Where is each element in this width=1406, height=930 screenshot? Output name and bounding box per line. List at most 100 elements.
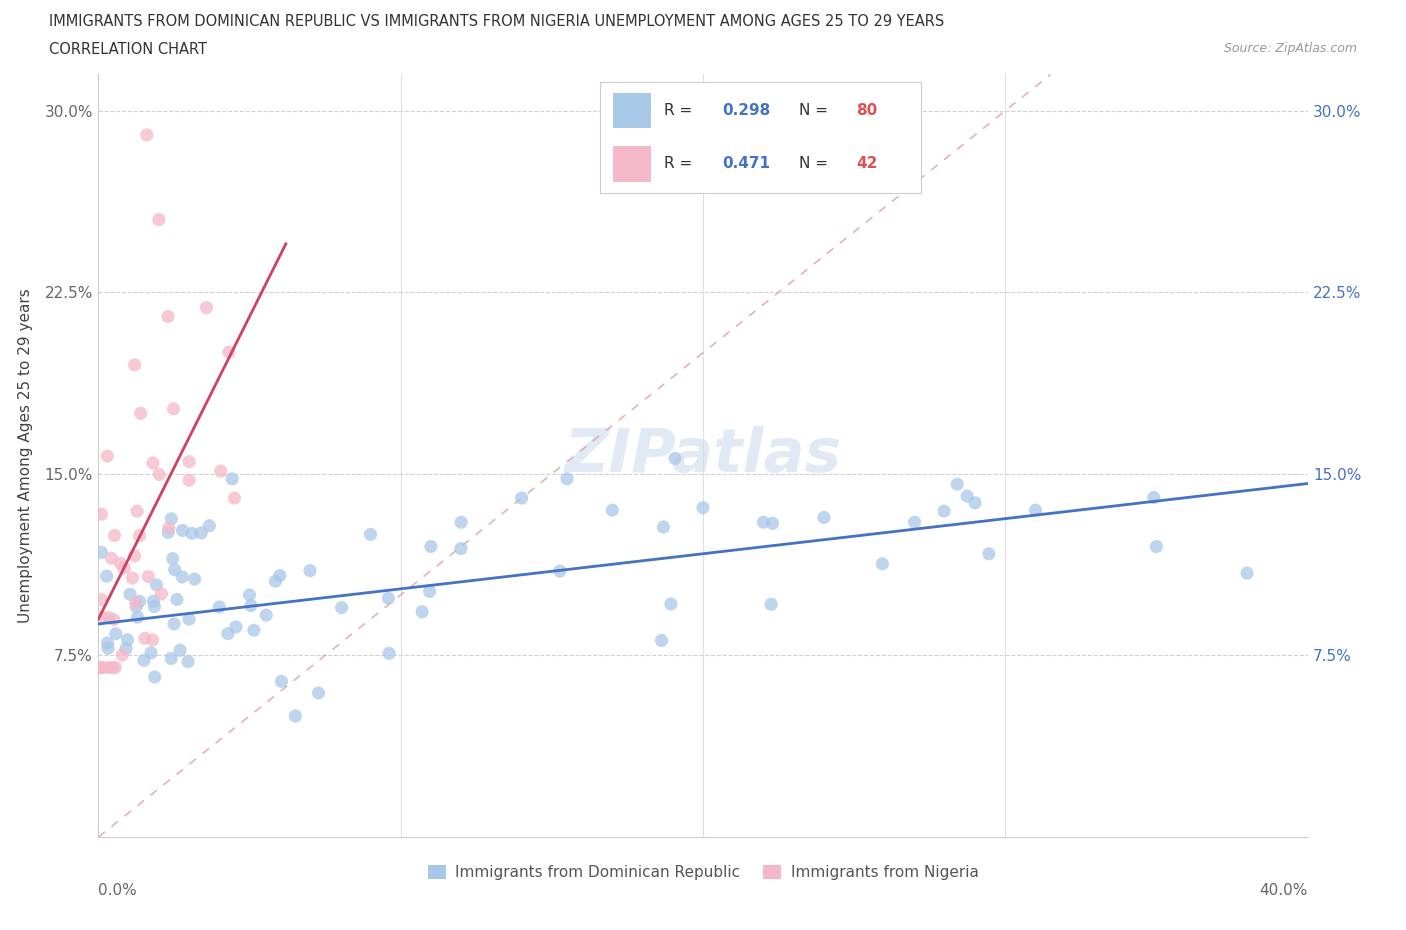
Point xyxy=(208,600,231,615)
Text: CORRELATION CHART: CORRELATION CHART xyxy=(49,42,207,57)
Point xyxy=(218,345,240,360)
Point xyxy=(377,591,399,605)
Point xyxy=(217,626,239,641)
Point xyxy=(510,491,533,506)
Point xyxy=(977,546,1000,561)
Point xyxy=(1024,503,1046,518)
Point xyxy=(752,515,775,530)
Point xyxy=(420,539,443,554)
Point xyxy=(378,646,401,661)
Point xyxy=(177,472,200,487)
Text: Source: ZipAtlas.com: Source: ZipAtlas.com xyxy=(1223,42,1357,55)
Point xyxy=(134,631,156,645)
Point xyxy=(602,503,624,518)
Point xyxy=(692,500,714,515)
Point xyxy=(183,572,205,587)
Text: 0.0%: 0.0% xyxy=(98,883,138,897)
Point xyxy=(103,612,125,627)
Point xyxy=(115,642,138,657)
Point xyxy=(269,568,291,583)
Point xyxy=(172,569,194,584)
Point xyxy=(104,660,127,675)
Point xyxy=(90,545,112,560)
Point xyxy=(124,549,146,564)
Point xyxy=(111,647,134,662)
Point xyxy=(98,610,121,625)
Point xyxy=(132,653,155,668)
Point xyxy=(90,660,112,675)
Point xyxy=(150,587,173,602)
Point xyxy=(548,564,571,578)
Point xyxy=(419,584,441,599)
Point xyxy=(128,528,150,543)
Point xyxy=(243,623,266,638)
Point xyxy=(136,569,159,584)
Point xyxy=(651,633,673,648)
Point xyxy=(762,516,785,531)
Point xyxy=(121,571,143,586)
Point xyxy=(166,592,188,607)
Point xyxy=(659,596,682,611)
Point xyxy=(129,405,152,420)
Point xyxy=(956,488,979,503)
Point xyxy=(160,651,183,666)
Point xyxy=(224,491,246,506)
Point xyxy=(179,455,201,470)
Point xyxy=(932,504,955,519)
Point xyxy=(142,456,165,471)
Point xyxy=(284,709,307,724)
Point xyxy=(160,512,183,526)
Point xyxy=(143,599,166,614)
Point xyxy=(90,660,112,675)
Point xyxy=(100,551,122,565)
Point xyxy=(195,300,218,315)
Point xyxy=(209,464,232,479)
Point xyxy=(148,467,170,482)
Point xyxy=(90,660,112,675)
Point xyxy=(221,472,243,486)
Point xyxy=(652,520,675,535)
Point xyxy=(97,660,120,675)
Point xyxy=(965,496,987,511)
Y-axis label: Unemployment Among Ages 25 to 29 years: Unemployment Among Ages 25 to 29 years xyxy=(18,288,34,623)
Point xyxy=(181,525,204,540)
Text: ZIPatlas: ZIPatlas xyxy=(564,426,842,485)
Point xyxy=(96,635,118,650)
Point xyxy=(450,515,472,530)
Point xyxy=(128,594,150,609)
Point xyxy=(120,587,142,602)
Point xyxy=(555,472,578,486)
Point xyxy=(127,504,149,519)
Point xyxy=(142,632,165,647)
Point xyxy=(143,670,166,684)
Point xyxy=(157,525,180,540)
Point xyxy=(330,600,353,615)
Point xyxy=(264,574,287,589)
Point xyxy=(904,515,927,530)
Point xyxy=(117,632,139,647)
Point xyxy=(125,599,148,614)
Point xyxy=(172,523,194,538)
Point xyxy=(872,556,894,571)
Point xyxy=(96,448,118,463)
Point xyxy=(90,660,112,675)
Point xyxy=(946,477,969,492)
Legend: Immigrants from Dominican Republic, Immigrants from Nigeria: Immigrants from Dominican Republic, Immi… xyxy=(422,859,984,886)
Text: 40.0%: 40.0% xyxy=(1260,883,1308,897)
Point xyxy=(169,643,191,658)
Point xyxy=(90,609,112,624)
Point xyxy=(270,674,292,689)
Point xyxy=(101,660,124,675)
Point xyxy=(162,551,184,566)
Point xyxy=(124,595,146,610)
Point xyxy=(225,619,247,634)
Point xyxy=(103,528,125,543)
Point xyxy=(813,510,835,525)
Point xyxy=(124,357,146,372)
Point xyxy=(97,641,120,656)
Point xyxy=(1144,539,1167,554)
Point xyxy=(145,578,167,592)
Point xyxy=(90,592,112,607)
Point xyxy=(163,617,186,631)
Point xyxy=(411,604,433,619)
